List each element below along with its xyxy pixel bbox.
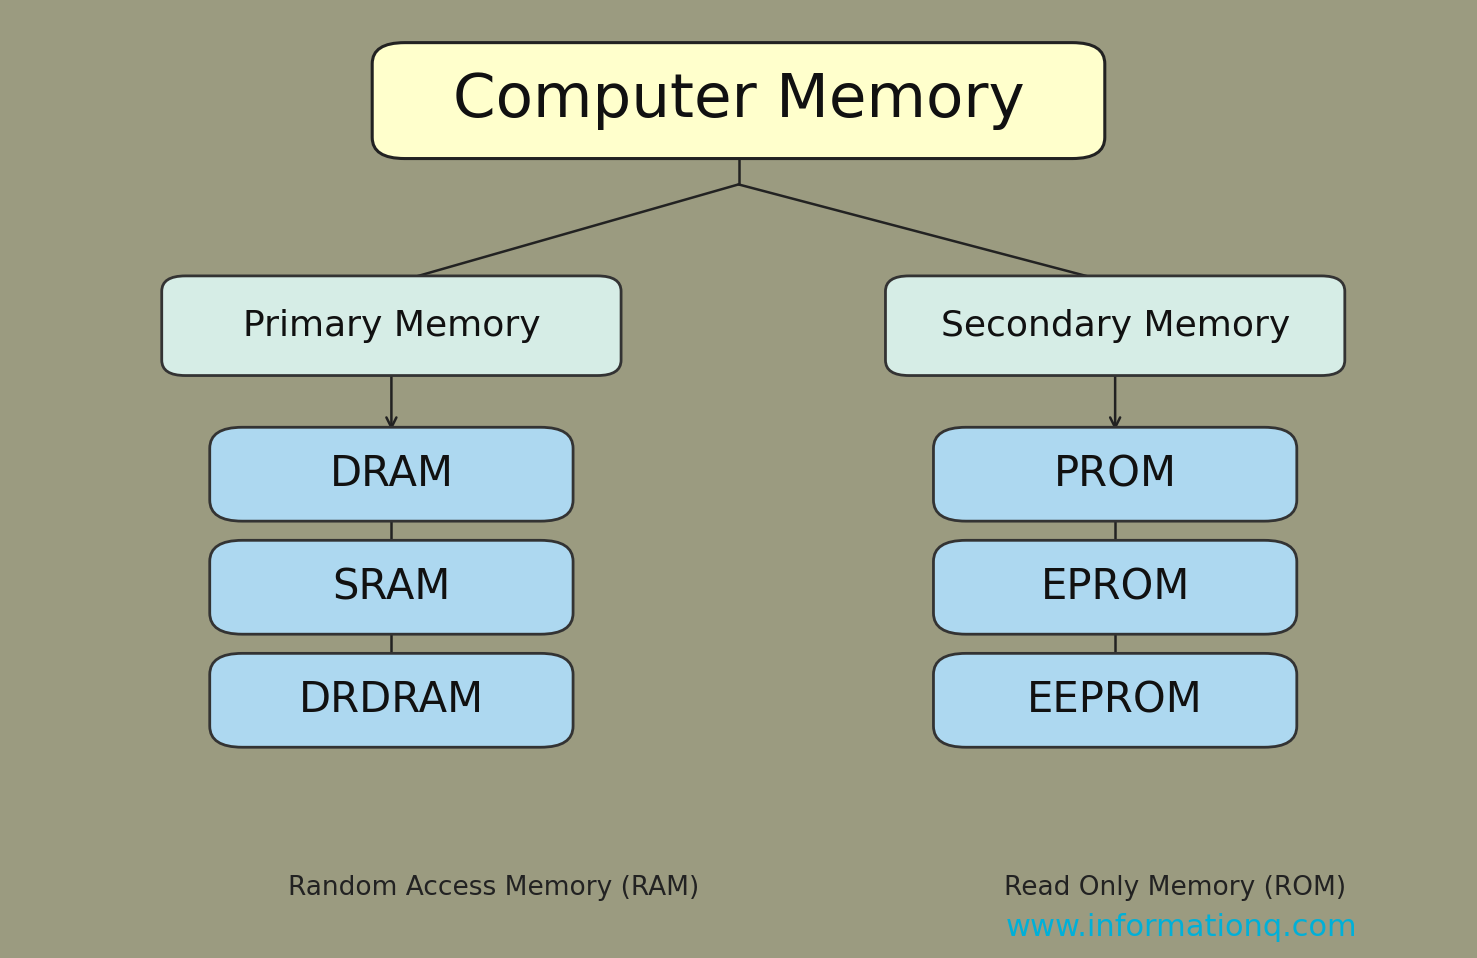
Text: Secondary Memory: Secondary Memory [941,308,1289,343]
Text: DRAM: DRAM [329,453,453,495]
Text: Primary Memory: Primary Memory [242,308,541,343]
Text: PROM: PROM [1053,453,1177,495]
Text: www.informationq.com: www.informationq.com [1006,913,1357,942]
Text: DRDRAM: DRDRAM [298,679,484,721]
Text: Computer Memory: Computer Memory [452,71,1025,130]
FancyBboxPatch shape [372,43,1105,159]
FancyBboxPatch shape [210,427,573,521]
Text: EPROM: EPROM [1040,566,1190,608]
FancyBboxPatch shape [162,276,620,376]
FancyBboxPatch shape [210,540,573,634]
FancyBboxPatch shape [933,540,1297,634]
Text: EEPROM: EEPROM [1028,679,1202,721]
FancyBboxPatch shape [933,653,1297,747]
FancyBboxPatch shape [886,276,1344,376]
FancyBboxPatch shape [933,427,1297,521]
Text: Random Access Memory (RAM): Random Access Memory (RAM) [288,875,699,901]
FancyBboxPatch shape [210,653,573,747]
Text: SRAM: SRAM [332,566,450,608]
Text: Read Only Memory (ROM): Read Only Memory (ROM) [1004,875,1347,901]
